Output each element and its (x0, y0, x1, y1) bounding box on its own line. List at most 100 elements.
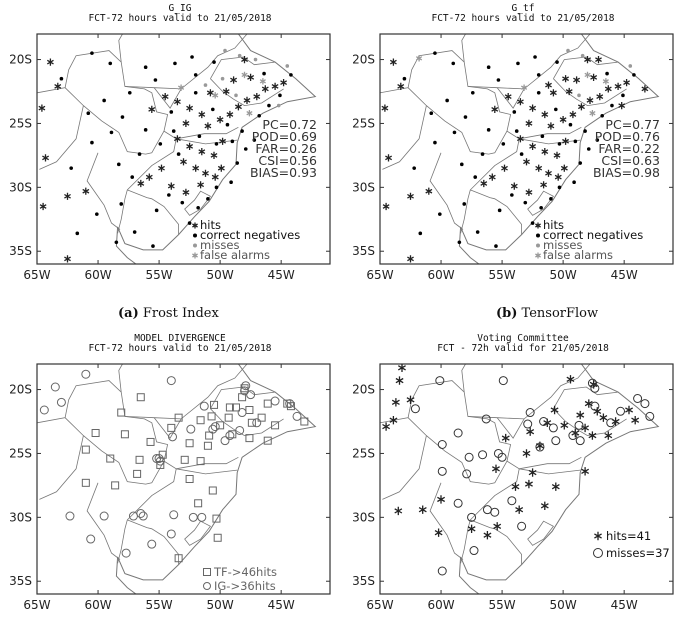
caption-a-tag: (a) (118, 306, 139, 321)
marker-miss (234, 93, 238, 98)
marker-miss (628, 64, 633, 68)
border-line (496, 87, 525, 109)
stat-label: FAR=0.26 (255, 141, 317, 156)
marker-hits (197, 181, 205, 189)
marker-hits (596, 93, 604, 101)
marker-ig (186, 424, 196, 434)
border-line (86, 482, 121, 560)
marker-hits (182, 188, 190, 196)
lagoon (527, 520, 555, 546)
marker-hits (590, 73, 598, 81)
marker-hits (186, 104, 194, 112)
marker-hits (554, 173, 562, 181)
marker-correct-negative (470, 90, 475, 95)
marker-correct-negative (600, 113, 604, 118)
legend-label: misses (200, 238, 239, 252)
marker-tf (225, 403, 234, 412)
marker-tf (257, 413, 266, 422)
marker-tf (120, 430, 129, 439)
marker-correct-negative (206, 197, 210, 201)
marker-hits (593, 407, 602, 416)
marker-misses (478, 450, 488, 460)
data-layer (382, 364, 655, 576)
plot-area: 65W 60W 55W 50W 45W 20S 25S 30S 35S PC=0.77POD=0.… (352, 33, 674, 282)
chart-voting-committee: Voting Committee FCT - 72h valid for 21/… (343, 330, 685, 623)
marker-hits (501, 164, 508, 172)
marker-correct-negative (586, 147, 591, 151)
legend-label: hits (200, 218, 221, 232)
marker-tf (208, 486, 217, 495)
marker-misses (467, 512, 477, 522)
marker-correct-negative (536, 73, 541, 77)
marker-tf (174, 554, 183, 563)
marker-ig (138, 511, 148, 521)
legend-label: IG->36hits (214, 579, 276, 593)
marker-hits (604, 431, 613, 440)
stat-label: POD=0.69 (252, 129, 317, 144)
marker-hits (493, 522, 502, 531)
marker-hits (569, 110, 577, 119)
marker-hits (434, 528, 443, 537)
marker-hits (389, 58, 397, 66)
border-line (470, 519, 523, 565)
marker-hits (604, 85, 612, 93)
legend-label: hits (543, 218, 564, 232)
marker-misses (437, 466, 447, 476)
marker-correct-negative (59, 76, 64, 81)
marker-tf (245, 406, 254, 414)
data-layer (38, 48, 293, 263)
border-line (39, 105, 84, 170)
marker-hits (522, 449, 531, 458)
marker-correct-negative (212, 60, 216, 64)
marker-hits (488, 173, 496, 181)
marker-correct-negative (445, 98, 449, 103)
marker-hits (167, 182, 175, 190)
border-line (153, 417, 182, 439)
lagoon (527, 190, 555, 216)
marker-misses (616, 406, 626, 416)
marker-hits (545, 81, 552, 89)
marker-false-alarm (520, 84, 528, 91)
border-line (519, 456, 582, 470)
x-tick-label: 45W (268, 268, 295, 282)
chart-title: Voting Committee (477, 333, 569, 344)
marker-correct-negative (605, 71, 609, 76)
marker-hits (261, 85, 269, 93)
marker-correct-negative (90, 140, 94, 145)
coastline (115, 34, 317, 264)
x-tick-label: 55W (146, 598, 173, 612)
border-line (519, 468, 581, 475)
marker-correct-negative (583, 129, 587, 133)
marker-correct-negative (143, 128, 148, 132)
border-line (124, 34, 248, 90)
marker-misses (453, 498, 463, 508)
x-tick-label: 65W (366, 268, 393, 282)
x-tick-label: 60W (427, 598, 454, 612)
marker-hits (418, 505, 427, 514)
marker-correct-negative (523, 200, 528, 205)
marker-hits (182, 119, 190, 127)
marker-correct-negative (632, 73, 636, 77)
marker-misses (645, 411, 655, 421)
marker-tf (106, 454, 115, 463)
marker-hits (483, 531, 492, 540)
marker-hits (382, 422, 391, 431)
marker-hits (158, 164, 165, 172)
marker-hits (253, 93, 261, 101)
marker-tf (271, 421, 280, 430)
marker-hits (226, 110, 234, 119)
marker-hits (198, 110, 206, 119)
marker-correct-negative (289, 73, 293, 77)
x-tick-label: 45W (268, 598, 295, 612)
marker-hits (395, 376, 404, 385)
marker-hits (565, 87, 573, 96)
border-line (461, 364, 466, 393)
border-line (553, 78, 627, 107)
marker-ig (208, 424, 218, 434)
marker-hits (161, 93, 169, 101)
marker-hits (562, 75, 570, 83)
marker-ig (65, 511, 75, 521)
marker-tf (194, 499, 203, 508)
marker-tf (203, 441, 212, 450)
border-line (382, 435, 427, 500)
